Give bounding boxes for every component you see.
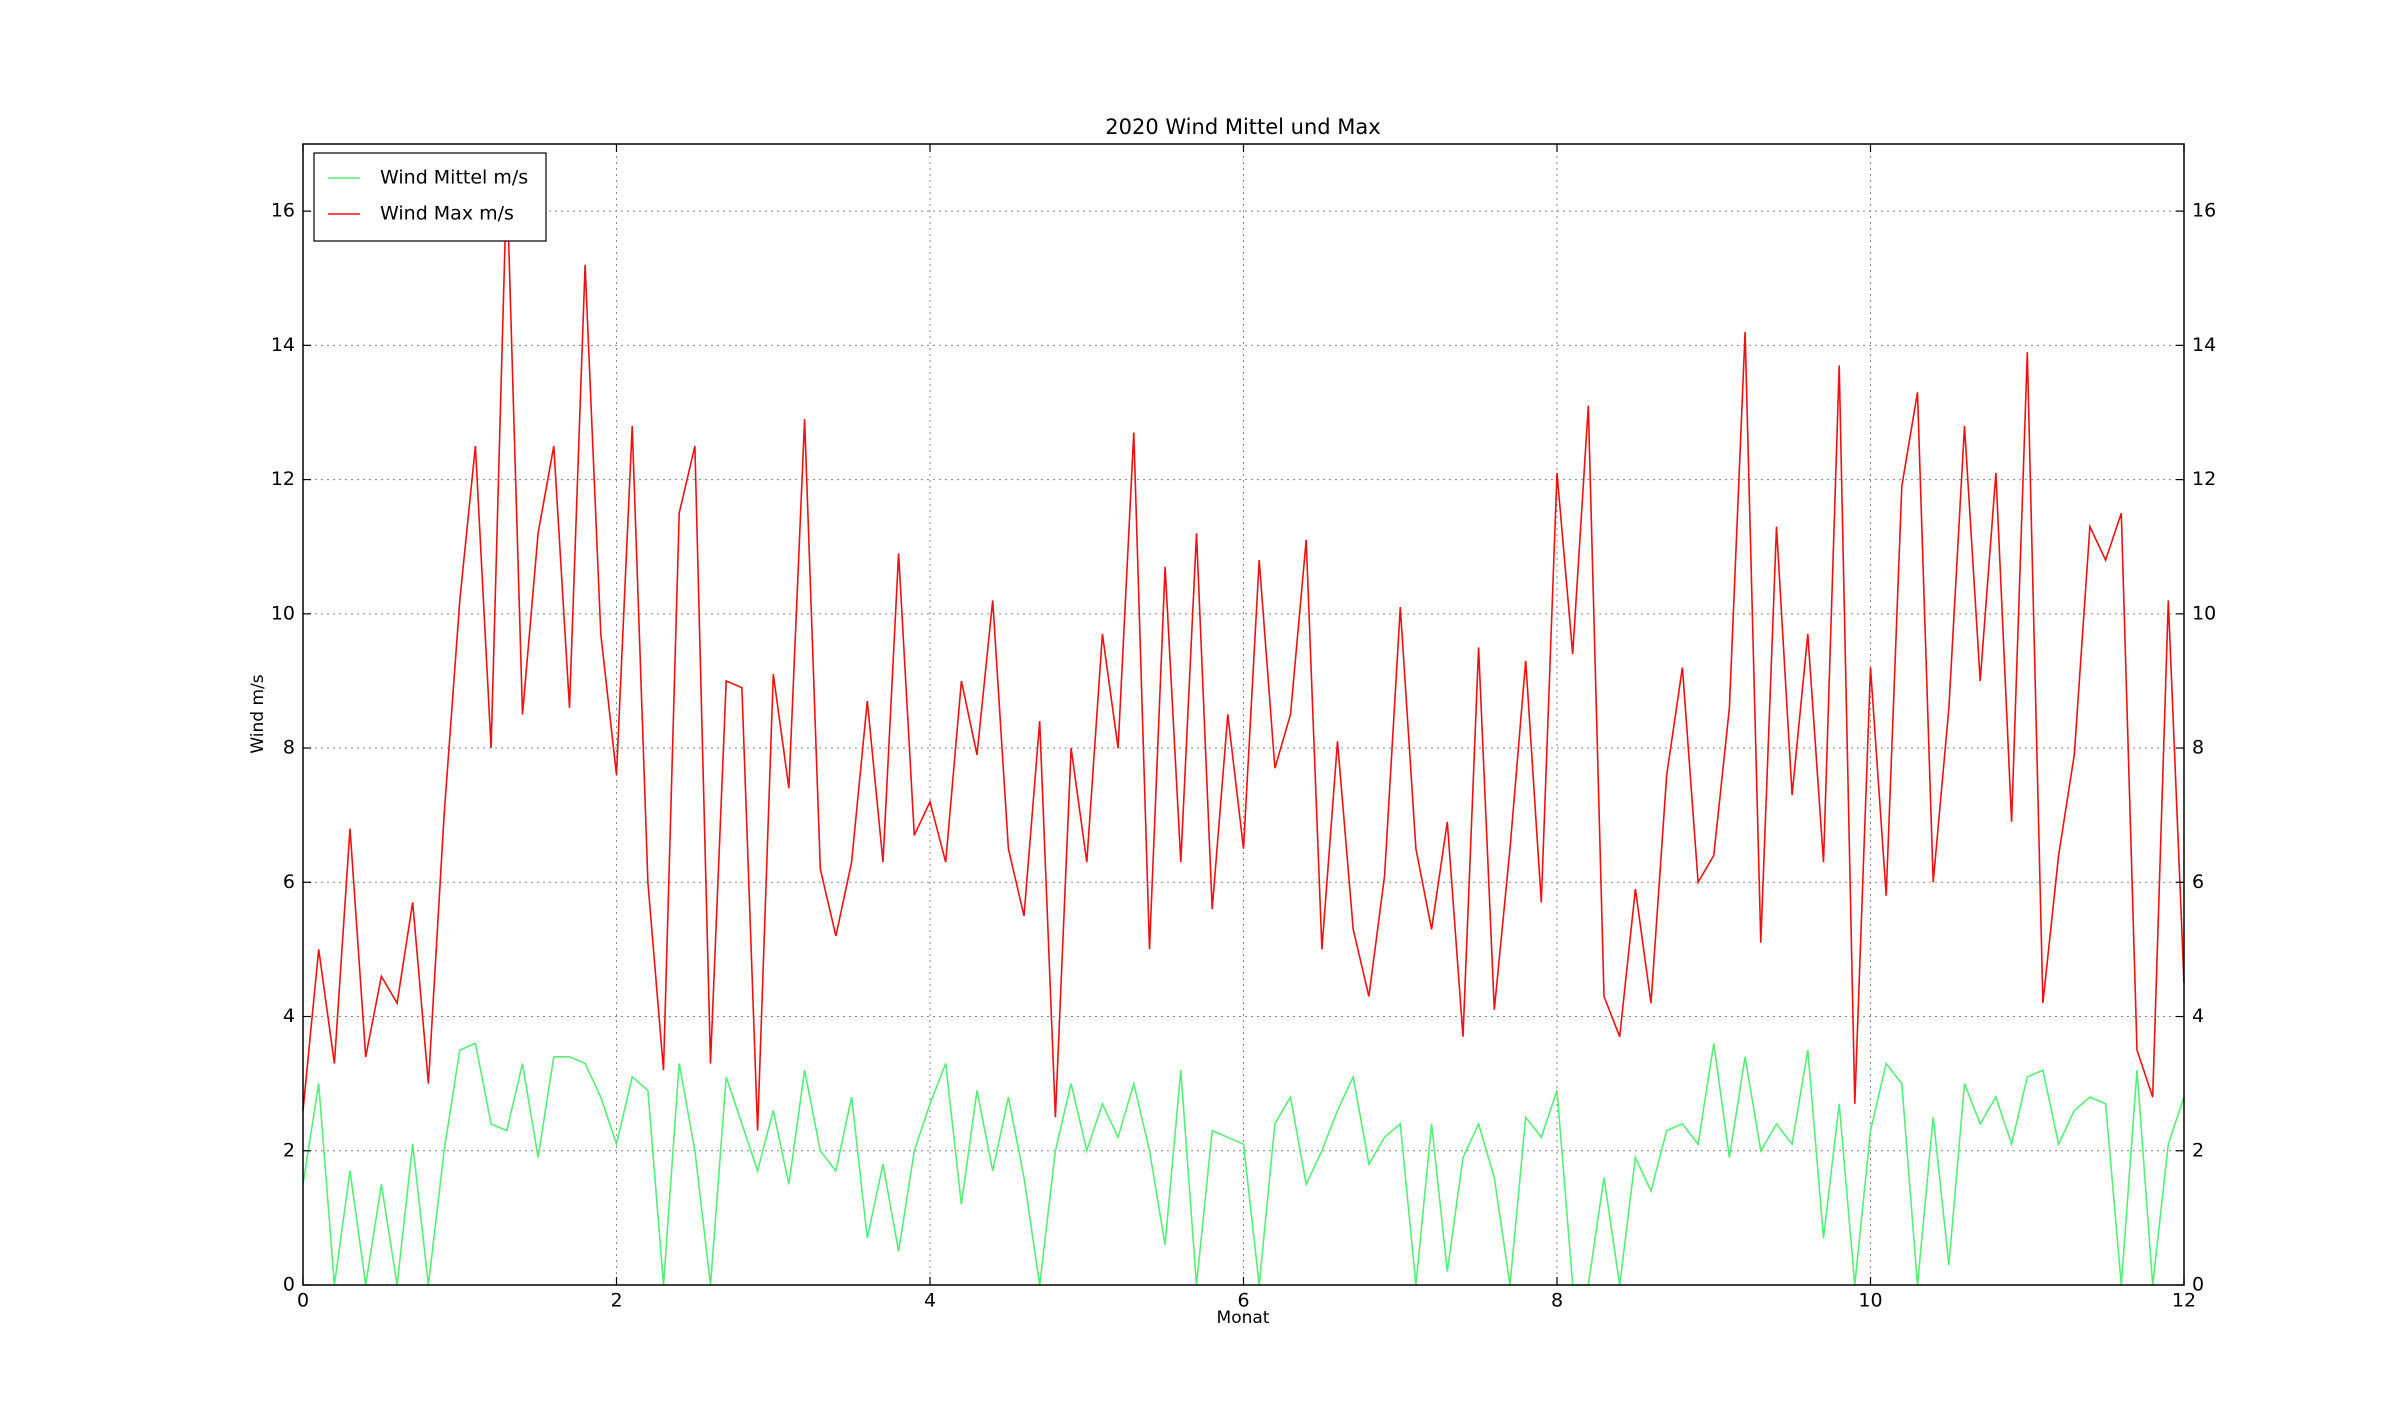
y2-tick-label: 12	[2192, 468, 2216, 490]
y2-tick-label: 10	[2192, 602, 2216, 624]
plot-lines	[302, 177, 2185, 1286]
x-axis-label: Monat	[1217, 1308, 1270, 1328]
x-tick-label: 0	[297, 1290, 309, 1312]
y-tick-label: 6	[283, 871, 295, 893]
x-tick-label: 4	[924, 1290, 936, 1312]
y-tick-label: 14	[271, 334, 295, 356]
y-tick-label: 10	[271, 602, 295, 624]
legend-label: Wind Max m/s	[380, 203, 514, 225]
y2-tick-label: 2	[2192, 1139, 2204, 1161]
y2-tick-label: 0	[2192, 1274, 2204, 1296]
y-tick-label: 0	[283, 1274, 295, 1296]
y2-tick-label: 4	[2192, 1005, 2204, 1027]
y-tick-label: 4	[283, 1005, 295, 1027]
x-tick-label: 2	[610, 1290, 622, 1312]
legend-box	[313, 152, 547, 242]
data-line	[302, 177, 2185, 1131]
y-tick-label: 8	[283, 737, 295, 759]
y-axis-label: Wind m/s	[248, 674, 268, 753]
y2-tick-label: 16	[2192, 200, 2216, 222]
y-tick-label: 12	[271, 468, 295, 490]
y-tick-label: 16	[271, 200, 295, 222]
legend-label: Wind Mittel m/s	[380, 167, 528, 189]
data-line	[302, 1042, 2185, 1286]
x-tick-label: 8	[1551, 1290, 1563, 1312]
legend: Wind Mittel m/s Wind Max m/s	[313, 152, 547, 242]
chart-title: 2020 Wind Mittel und Max	[1105, 115, 1380, 139]
x-tick-label: 10	[1858, 1290, 1882, 1312]
y-tick-label: 2	[283, 1139, 295, 1161]
y2-tick-label: 8	[2192, 737, 2204, 759]
y2-tick-label: 6	[2192, 871, 2204, 893]
y2-tick-label: 14	[2192, 334, 2216, 356]
x-tick-label: 6	[1237, 1290, 1249, 1312]
x-tick-label: 12	[2172, 1290, 2196, 1312]
